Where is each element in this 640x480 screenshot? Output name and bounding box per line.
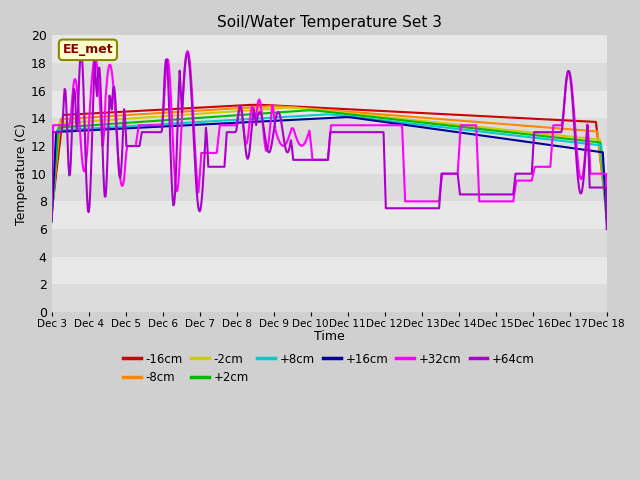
Line: +64cm: +64cm	[51, 53, 607, 229]
-2cm	[115, 116, 122, 122]
+32cm	[172, 177, 179, 183]
+64cm	[397, 205, 405, 211]
-16cm	[200, 105, 208, 110]
+8cm	[200, 119, 208, 124]
+64cm	[116, 174, 124, 180]
+32cm	[115, 160, 122, 166]
-2cm	[413, 118, 421, 123]
-8cm	[47, 209, 55, 215]
Y-axis label: Temperature (C): Temperature (C)	[15, 123, 28, 225]
Bar	[51, 91, 607, 119]
+2cm	[172, 117, 179, 122]
+8cm	[323, 111, 331, 117]
+8cm	[47, 212, 55, 218]
+2cm	[200, 115, 208, 120]
-16cm	[603, 208, 611, 214]
-16cm	[58, 125, 65, 131]
+8cm	[603, 220, 611, 226]
+32cm	[397, 122, 405, 128]
-8cm	[269, 103, 276, 109]
-16cm	[47, 211, 55, 216]
+8cm	[115, 124, 122, 130]
-2cm	[200, 110, 208, 116]
Line: +16cm: +16cm	[51, 117, 607, 222]
-8cm	[58, 116, 65, 122]
+2cm	[115, 120, 122, 126]
Line: -16cm: -16cm	[51, 105, 607, 214]
-2cm	[287, 105, 294, 110]
Bar	[51, 257, 607, 284]
+8cm	[397, 120, 405, 125]
-16cm	[115, 109, 122, 115]
+16cm	[397, 121, 405, 127]
Bar	[51, 119, 607, 146]
+2cm	[413, 119, 421, 125]
+64cm	[202, 141, 209, 146]
-8cm	[413, 114, 421, 120]
+32cm	[413, 198, 421, 204]
-8cm	[397, 113, 405, 119]
Text: EE_met: EE_met	[63, 43, 113, 56]
X-axis label: Time: Time	[314, 330, 344, 343]
+16cm	[200, 121, 208, 127]
+16cm	[58, 129, 65, 134]
-16cm	[397, 109, 405, 115]
-16cm	[252, 102, 260, 108]
+8cm	[58, 127, 65, 133]
Title: Soil/Water Temperature Set 3: Soil/Water Temperature Set 3	[216, 15, 442, 30]
Line: +8cm: +8cm	[51, 114, 607, 223]
+2cm	[603, 215, 611, 221]
-2cm	[172, 112, 179, 118]
+64cm	[172, 173, 180, 179]
+2cm	[397, 117, 405, 123]
-8cm	[115, 113, 122, 119]
-2cm	[58, 120, 65, 126]
-16cm	[172, 106, 179, 112]
+2cm	[47, 217, 55, 223]
Legend: -16cm, -8cm, -2cm, +2cm, +8cm, +16cm, +32cm, +64cm: -16cm, -8cm, -2cm, +2cm, +8cm, +16cm, +3…	[118, 348, 540, 389]
+32cm	[58, 122, 65, 128]
-2cm	[603, 215, 611, 220]
+32cm	[202, 150, 209, 156]
+64cm	[413, 205, 421, 211]
+64cm	[47, 189, 55, 195]
-16cm	[413, 110, 421, 116]
+16cm	[342, 114, 349, 120]
Bar	[51, 36, 607, 63]
+16cm	[172, 123, 179, 129]
+2cm	[58, 124, 65, 130]
+16cm	[47, 219, 55, 225]
-8cm	[200, 108, 208, 113]
+2cm	[305, 108, 313, 113]
+8cm	[172, 120, 179, 126]
+16cm	[603, 216, 611, 222]
-2cm	[397, 116, 405, 121]
+32cm	[184, 48, 191, 54]
+64cm	[77, 50, 84, 56]
Bar	[51, 229, 607, 257]
+32cm	[603, 205, 611, 211]
Line: +2cm: +2cm	[51, 110, 607, 220]
-8cm	[172, 109, 179, 115]
Bar	[51, 201, 607, 229]
Bar	[51, 284, 607, 312]
+64cm	[603, 226, 611, 232]
Bar	[51, 63, 607, 91]
Line: +32cm: +32cm	[51, 51, 607, 219]
+64cm	[58, 129, 65, 135]
Line: -2cm: -2cm	[51, 108, 607, 218]
+16cm	[115, 126, 122, 132]
Bar	[51, 146, 607, 174]
+16cm	[413, 124, 421, 130]
Bar	[51, 174, 607, 201]
+8cm	[413, 121, 421, 127]
-8cm	[603, 216, 611, 221]
Line: -8cm: -8cm	[51, 106, 607, 218]
+32cm	[47, 216, 55, 222]
-2cm	[47, 215, 55, 221]
